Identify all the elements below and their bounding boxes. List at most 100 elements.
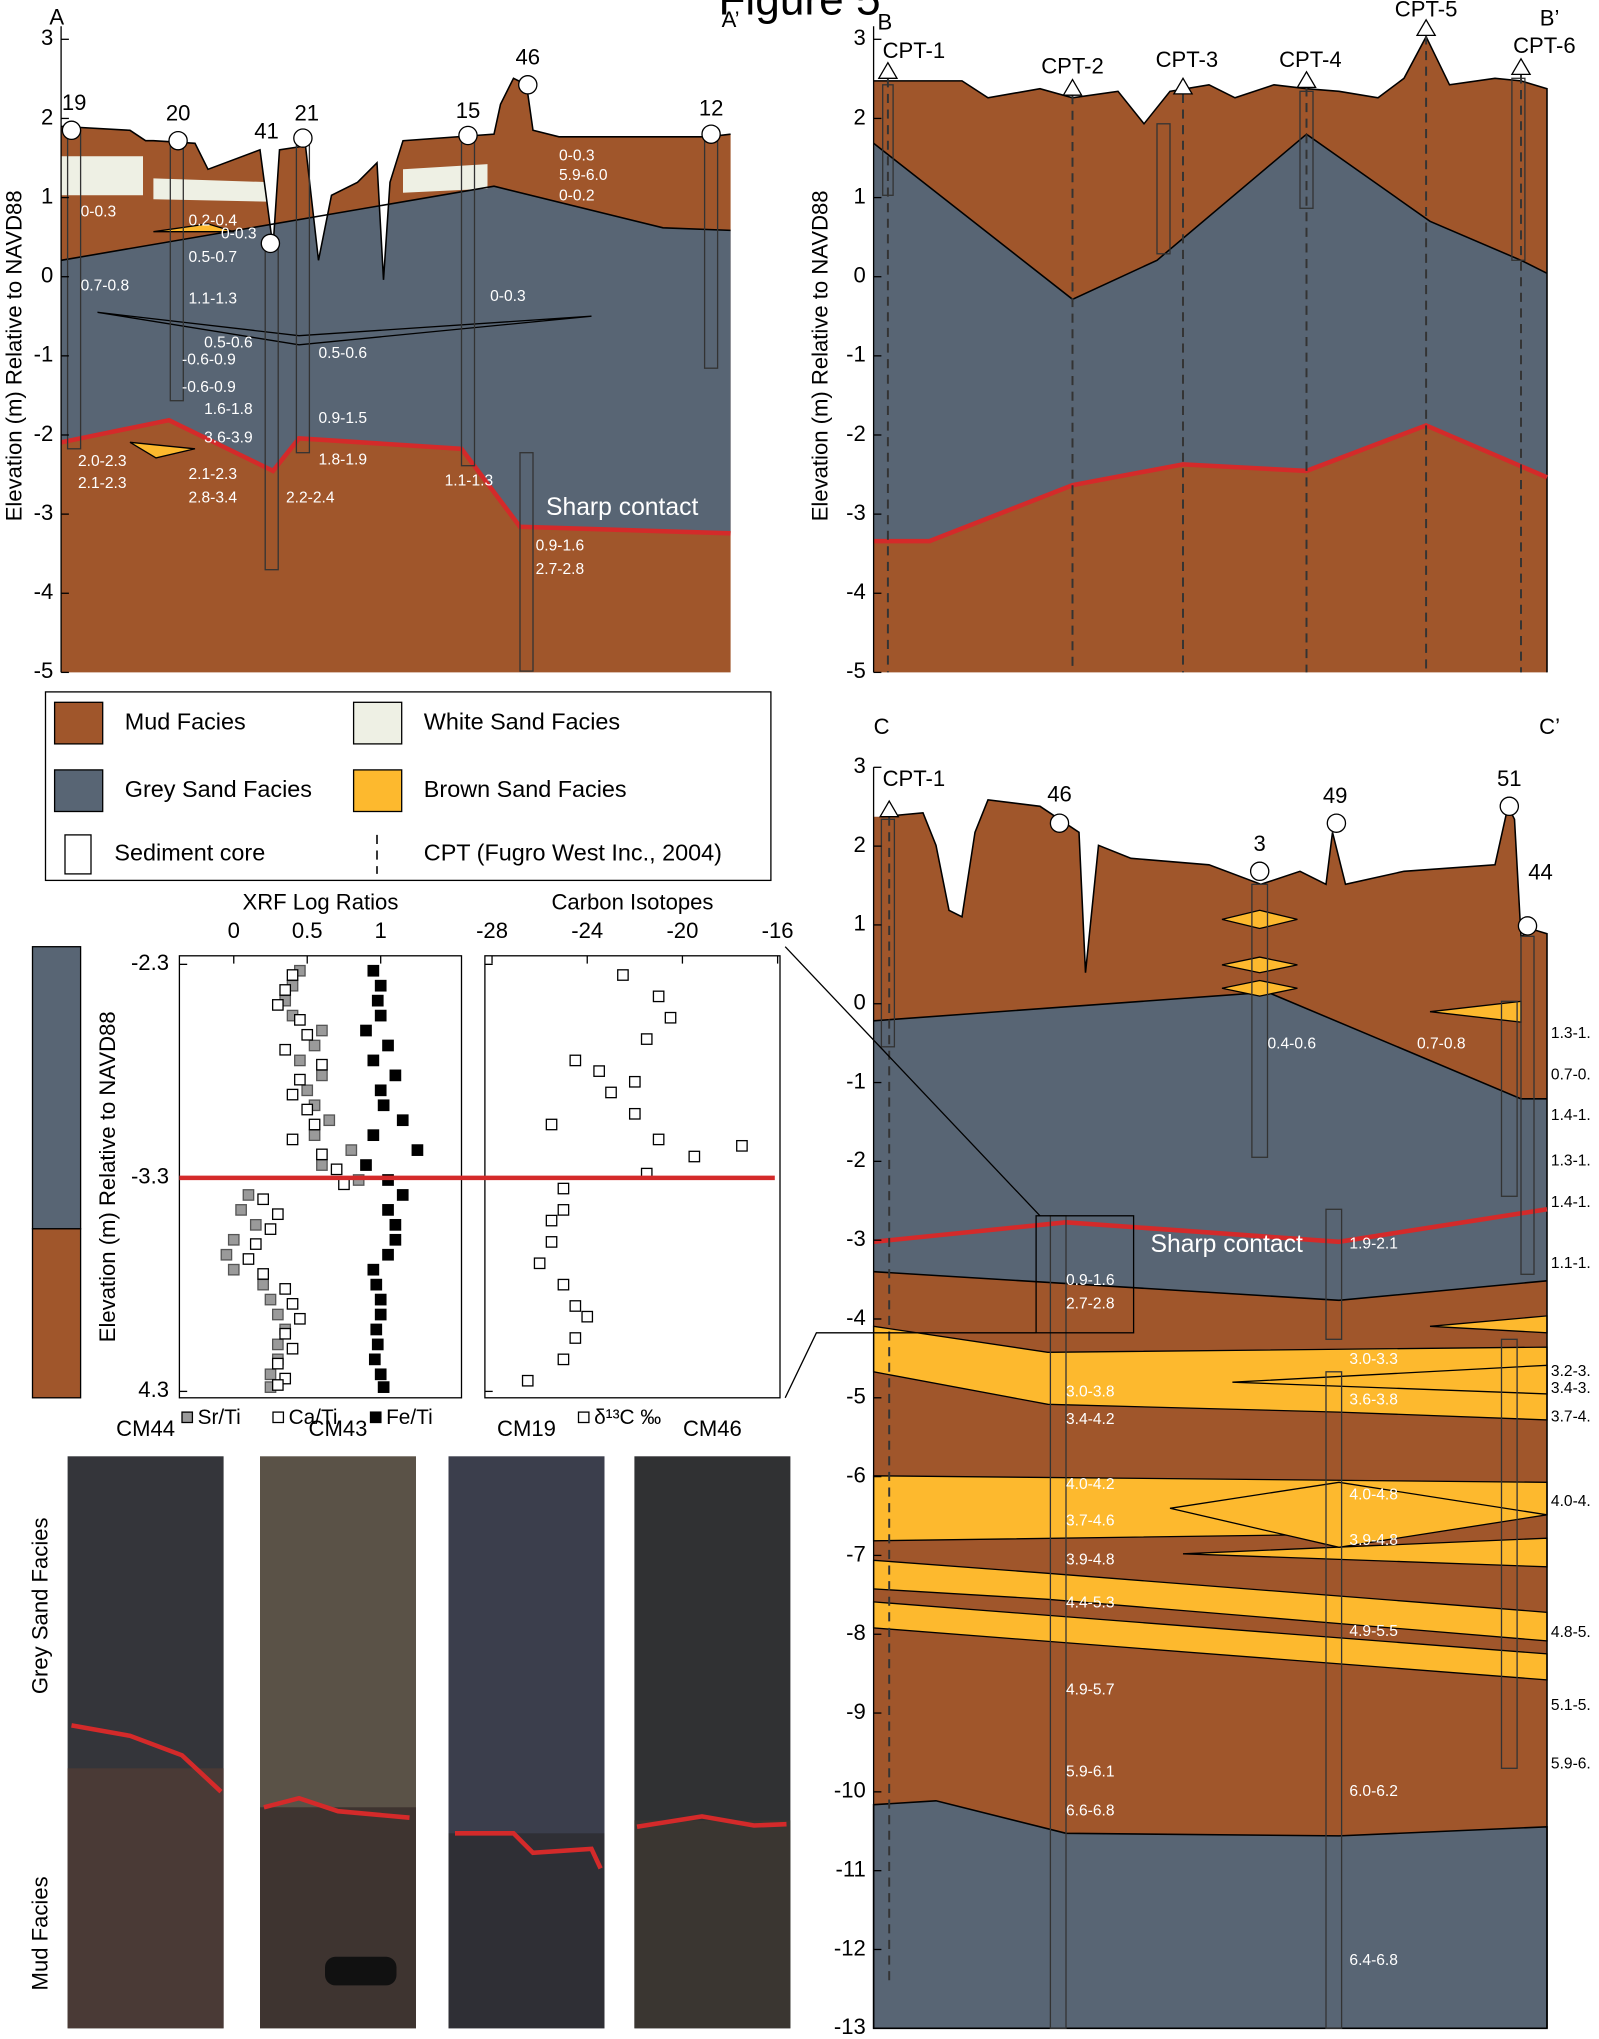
legend-label: CPT (Fugro West Inc., 2004) [424,840,722,866]
data-point [309,1130,319,1140]
data-point [229,1235,239,1245]
y-tick-label: -4 [846,579,866,604]
y-tick-label: -10 [834,1778,866,1803]
section-label: A [49,4,64,29]
y-tick-label: 0 [854,990,866,1015]
data-point [273,1209,283,1219]
data-point [618,970,628,980]
legend-label: Sediment core [114,840,265,866]
data-point [390,1235,400,1245]
depth-annotation: 2.0-2.3 [78,453,127,470]
data-point [368,1130,378,1140]
legend-label: Mud Facies [125,708,246,734]
cpt-label: CPT-1 [883,38,946,63]
depth-annotation: 0.9-1.6 [536,537,585,554]
data-point [570,1333,580,1343]
data-point [558,1279,568,1289]
depth-annotation: 3.0-3.3 [1349,1351,1398,1368]
depth-annotation: 0.7-0.8 [1417,1035,1466,1052]
x-tick-label: 0.5 [292,918,323,943]
y-tick-label: 3 [854,25,866,50]
y-tick-label: -1 [34,342,54,367]
depth-annotation: 0.5-0.6 [204,335,253,352]
data-point [273,1358,283,1368]
photo-label: CM43 [309,1416,368,1441]
y-tick-label: 3 [854,753,866,778]
data-point [606,1087,616,1097]
data-point [309,1119,319,1129]
data-point [390,1070,400,1080]
y-tick-label: 1 [854,911,866,936]
data-point [653,991,663,1001]
panel-c-section [785,767,1547,2028]
data-point [368,1055,378,1065]
depth-annotation: 5.9-6.0 [559,167,608,184]
y-tick-label: -3 [846,1226,866,1251]
depth-annotation: 0-0.3 [559,147,595,164]
depth-annotation: 2.7-2.8 [1066,1295,1115,1312]
depth-annotation: 4.0-4.8 [1349,1486,1398,1503]
data-point [558,1205,568,1215]
data-point [371,1324,381,1334]
depth-annotation: 0-0.3 [221,225,257,242]
depth-annotation: 0.9-1.5 [319,410,368,427]
core-label: 51 [1497,766,1522,791]
data-point [653,1134,663,1144]
data-point [309,1040,319,1050]
photo-label: CM46 [683,1416,742,1441]
depth-annotation: 4.9-5.7 [1066,1681,1115,1698]
data-point [375,1369,385,1379]
y-tick-label: -5 [846,1384,866,1409]
data-point [317,1059,327,1069]
data-point [317,1025,327,1035]
y-tick-label: -2 [846,1147,866,1172]
core-label: 44 [1528,860,1553,885]
y-tick-label: -3.3 [131,1164,169,1189]
data-point [302,1030,312,1040]
section-label: B [877,10,892,35]
data-point [317,1160,327,1170]
y-tick-label: -1 [846,1068,866,1093]
depth-annotation: 2.1-2.3 [189,466,238,483]
y-tick-label: -2 [34,421,54,446]
data-point [302,1085,312,1095]
depth-annotation: 2.7-2.8 [536,561,585,578]
facies-label: Mud Facies [27,1876,52,1990]
depth-annotation: 0.7-0.8 [81,277,130,294]
data-point [280,1329,290,1339]
cpt-label: CPT-2 [1041,54,1104,79]
data-point [630,1109,640,1119]
data-point [361,1160,371,1170]
cpt-label: CPT-6 [1513,33,1576,58]
data-point [594,1066,604,1076]
data-point [236,1205,246,1215]
data-point [273,1309,283,1319]
depth-annotation: 2.8-3.4 [189,489,238,506]
depth-annotation: 3.7-4. [1551,1408,1591,1425]
core-label: 46 [1047,782,1072,807]
data-point [258,1269,268,1279]
y-tick-label: 2 [854,832,866,857]
y-tick-label: -3 [846,500,866,525]
depth-annotation: 1.1-1.3 [445,472,494,489]
data-point [295,1015,305,1025]
data-point [280,1284,290,1294]
x-tick-label: -20 [666,918,698,943]
data-point [346,1145,356,1155]
depth-annotation: 3.7-4.6 [1066,1512,1115,1529]
chart-title: Carbon Isotopes [551,890,713,915]
data-point [373,995,383,1005]
core-label: 49 [1323,783,1348,808]
data-point [375,1010,385,1020]
depth-annotation: 0-0.2 [559,188,595,205]
data-point [375,1294,385,1304]
y-tick-label: -4 [34,579,54,604]
data-point [534,1258,544,1268]
depth-annotation: 3.6-3.9 [204,430,253,447]
core-label: 12 [699,95,724,120]
x-tick-label: -28 [476,918,508,943]
data-point [273,1380,283,1390]
section-label: C [874,714,890,739]
depth-annotation: 4.9-5.5 [1349,1623,1398,1640]
data-point [258,1279,268,1289]
